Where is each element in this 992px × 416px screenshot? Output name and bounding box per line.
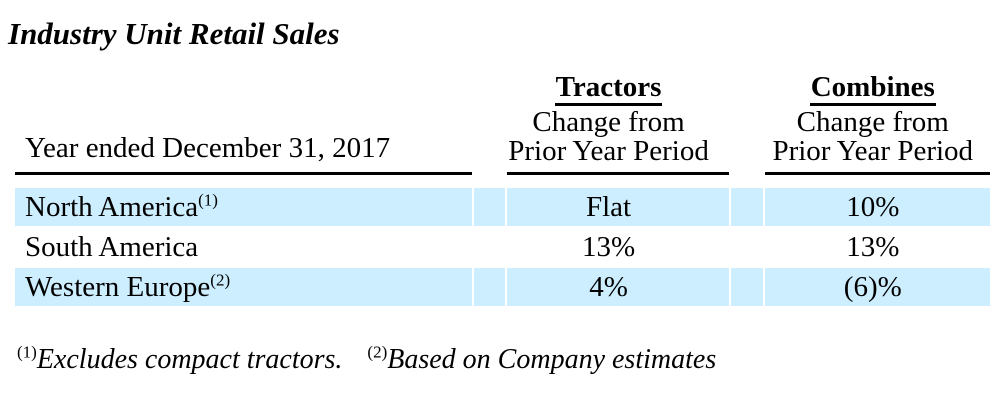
tractors-value-cell: 13% [581, 230, 636, 263]
table-row-south-america: South America 13% 13% [15, 228, 990, 266]
combines-value-cell: (6)% [764, 268, 990, 306]
combines-value-cell: 13% [846, 230, 900, 263]
spacer-cell [473, 188, 506, 226]
combines-subtitle-line1: Change from [796, 106, 949, 138]
footnote-ref-marker: (2) [210, 269, 231, 289]
footnotes: (1)Excludes compact tractors. (2)Based o… [17, 344, 992, 376]
spacer-cell [474, 228, 506, 266]
table-row-north-america: North America(1) Flat 10% [15, 188, 990, 226]
row-label: North America(1) [15, 188, 472, 226]
spacer-cell [730, 188, 763, 226]
table-row-western-europe: Western Europe(2) 4% (6)% [15, 268, 990, 306]
footnote-2-text: Based on Company estimates [387, 344, 717, 375]
row-label-text: Western Europe [25, 270, 211, 303]
tractors-column-title: Tractors [554, 73, 663, 106]
row-label: South America [15, 228, 472, 266]
footnote-ref-marker: (1) [198, 189, 218, 209]
tractors-subtitle-line2: Prior Year Period [508, 135, 709, 167]
spacer-cell [731, 72, 763, 175]
footnote-2: (2)Based on Company estimates [367, 344, 716, 375]
column-header-combines: Combines Change from Prior Year Period [764, 72, 990, 175]
spacer-cell [473, 268, 506, 306]
spacer-cell [474, 72, 506, 175]
combines-column-title: Combines [809, 73, 936, 106]
column-header-tractors: Tractors Change from Prior Year Period [507, 72, 729, 175]
spacer-cell [731, 228, 763, 266]
footnote-1-text: Excludes compact tractors. [36, 344, 343, 375]
combines-subtitle-line2: Prior Year Period [772, 135, 974, 167]
footnote-1: (1)Excludes compact tractors. [17, 344, 342, 375]
page-title: Industry Unit Retail Sales [8, 16, 340, 51]
table-header-row: Year ended December 31, 2017 Tractors Ch… [15, 72, 990, 175]
row-label-text: North America [25, 190, 199, 223]
row-label-text: South America [25, 230, 199, 263]
tractors-subtitle-line1: Change from [532, 106, 685, 138]
tractors-value-cell: 4% [507, 268, 729, 306]
combines-value-cell: 10% [764, 188, 990, 226]
footnote-2-ref: (2) [367, 342, 388, 362]
spacer-cell [730, 268, 763, 306]
row-label: Western Europe(2) [15, 268, 472, 306]
tractors-value-cell: Flat [507, 188, 729, 226]
industry-unit-retail-sales-table: Year ended December 31, 2017 Tractors Ch… [13, 70, 992, 308]
row-axis-header-label: Year ended December 31, 2017 [25, 132, 391, 164]
header-gap-row [15, 177, 990, 186]
footnote-1-ref: (1) [17, 342, 37, 362]
row-axis-header: Year ended December 31, 2017 [15, 72, 472, 175]
